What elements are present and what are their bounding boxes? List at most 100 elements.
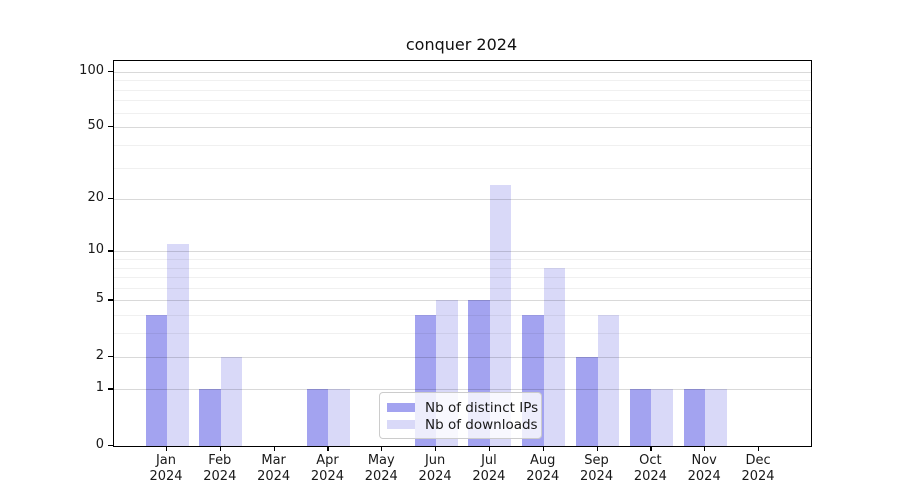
y-tick-label: 5 bbox=[95, 291, 104, 307]
x-tick-mark bbox=[704, 445, 706, 451]
x-tick-mark bbox=[166, 445, 168, 451]
major-gridline bbox=[114, 356, 811, 358]
legend-swatch-downloads bbox=[387, 419, 415, 430]
x-tick-label: Apr 2024 bbox=[299, 453, 355, 485]
bar-downloads-apr bbox=[328, 389, 350, 446]
major-gridline bbox=[114, 127, 811, 129]
minor-gridline bbox=[114, 315, 811, 317]
bar-downloads-feb bbox=[220, 356, 243, 446]
major-gridline bbox=[114, 251, 811, 253]
y-tick-mark bbox=[108, 250, 113, 252]
legend-label: Nb of downloads bbox=[425, 416, 538, 433]
x-tick-year: 2024 bbox=[310, 468, 344, 484]
bar-downloads-jan bbox=[167, 244, 189, 446]
legend-swatch-distinct-ips bbox=[387, 402, 415, 413]
x-tick-month: Nov bbox=[691, 452, 717, 468]
minor-gridline bbox=[114, 89, 811, 91]
minor-gridline bbox=[114, 333, 811, 335]
minor-gridline bbox=[114, 112, 811, 114]
y-tick-mark bbox=[108, 388, 113, 390]
x-tick-mark bbox=[596, 445, 598, 451]
x-tick-year: 2024 bbox=[687, 468, 721, 484]
x-tick-month: Apr bbox=[316, 452, 339, 468]
bar-ips-nov bbox=[683, 389, 706, 446]
y-tick-mark bbox=[108, 126, 113, 128]
bar-downloads-oct bbox=[651, 389, 673, 446]
x-tick-label: Aug 2024 bbox=[515, 453, 571, 485]
x-tick-label: Jan 2024 bbox=[138, 453, 194, 485]
y-tick-label: 20 bbox=[87, 190, 104, 206]
x-tick-label: May 2024 bbox=[353, 453, 409, 485]
y-tick-mark bbox=[108, 70, 113, 73]
x-tick-mark bbox=[488, 445, 491, 451]
bar-ips-feb bbox=[199, 389, 221, 446]
bar-downloads-aug bbox=[543, 267, 566, 446]
x-tick-label: Nov 2024 bbox=[676, 453, 732, 485]
minor-gridline bbox=[114, 277, 811, 279]
y-tick-mark bbox=[108, 198, 113, 200]
bar-downloads-sep bbox=[597, 315, 620, 446]
bar-ips-jan bbox=[145, 315, 167, 446]
x-tick-year: 2024 bbox=[741, 468, 775, 484]
bar-ips-apr bbox=[306, 389, 329, 446]
x-tick-mark bbox=[381, 445, 383, 451]
x-tick-year: 2024 bbox=[472, 468, 506, 484]
chart-title: conquer 2024 bbox=[405, 35, 518, 54]
x-tick-month: Jan bbox=[155, 452, 177, 468]
x-tick-month: May bbox=[367, 452, 395, 468]
y-tick-label: 50 bbox=[87, 118, 104, 134]
y-tick-mark bbox=[108, 299, 113, 301]
x-tick-year: 2024 bbox=[526, 468, 560, 484]
x-tick-mark bbox=[650, 445, 652, 451]
x-tick-mark bbox=[327, 445, 329, 451]
x-tick-mark bbox=[219, 445, 221, 451]
x-tick-year: 2024 bbox=[257, 468, 291, 484]
y-tick-label: 2 bbox=[95, 347, 104, 363]
minor-gridline bbox=[114, 144, 811, 146]
x-tick-month: Sep bbox=[584, 452, 609, 468]
x-tick-label: Oct 2024 bbox=[622, 453, 678, 485]
bar-ips-oct bbox=[629, 389, 652, 446]
x-tick-label: Mar 2024 bbox=[246, 453, 302, 485]
x-tick-month: Oct bbox=[639, 452, 662, 468]
x-tick-year: 2024 bbox=[418, 468, 452, 484]
y-tick-label: 0 bbox=[95, 436, 104, 452]
x-tick-label: Feb 2024 bbox=[192, 453, 248, 485]
major-gridline bbox=[114, 199, 811, 201]
plot-area: Nb of distinct IPs Nb of downloads bbox=[113, 60, 812, 447]
legend-item-downloads: Nb of downloads bbox=[387, 416, 538, 433]
x-tick-label: Dec 2024 bbox=[730, 453, 786, 485]
x-tick-label: Sep 2024 bbox=[569, 453, 625, 485]
x-tick-year: 2024 bbox=[580, 468, 614, 484]
legend-label: Nb of distinct IPs bbox=[425, 399, 539, 416]
x-tick-month: Jun bbox=[424, 452, 446, 468]
x-tick-year: 2024 bbox=[203, 468, 237, 484]
y-tick-mark bbox=[108, 444, 113, 446]
legend-item-distinct-ips: Nb of distinct IPs bbox=[387, 399, 538, 416]
x-tick-mark bbox=[758, 445, 760, 451]
x-tick-month: Feb bbox=[208, 452, 232, 468]
major-gridline bbox=[114, 389, 811, 391]
minor-gridline bbox=[114, 80, 811, 82]
x-tick-mark bbox=[542, 445, 544, 451]
minor-gridline bbox=[114, 259, 811, 261]
minor-gridline bbox=[114, 267, 811, 269]
major-gridline bbox=[114, 71, 811, 73]
x-tick-month: Mar bbox=[261, 452, 286, 468]
x-tick-month: Dec bbox=[745, 452, 771, 468]
x-tick-label: Jul 2024 bbox=[461, 453, 517, 485]
y-tick-label: 1 bbox=[95, 380, 104, 396]
y-tick-mark bbox=[108, 355, 113, 357]
y-tick-label: 100 bbox=[79, 62, 104, 78]
x-tick-year: 2024 bbox=[633, 468, 667, 484]
legend: Nb of distinct IPs Nb of downloads bbox=[379, 392, 542, 439]
x-tick-year: 2024 bbox=[149, 468, 183, 484]
bar-downloads-nov bbox=[705, 389, 727, 446]
x-tick-year: 2024 bbox=[364, 468, 398, 484]
x-tick-label: Jun 2024 bbox=[407, 453, 463, 485]
minor-gridline bbox=[114, 287, 811, 289]
x-tick-mark bbox=[435, 445, 437, 451]
x-tick-month: Jul bbox=[481, 452, 497, 468]
major-gridline bbox=[114, 300, 811, 302]
